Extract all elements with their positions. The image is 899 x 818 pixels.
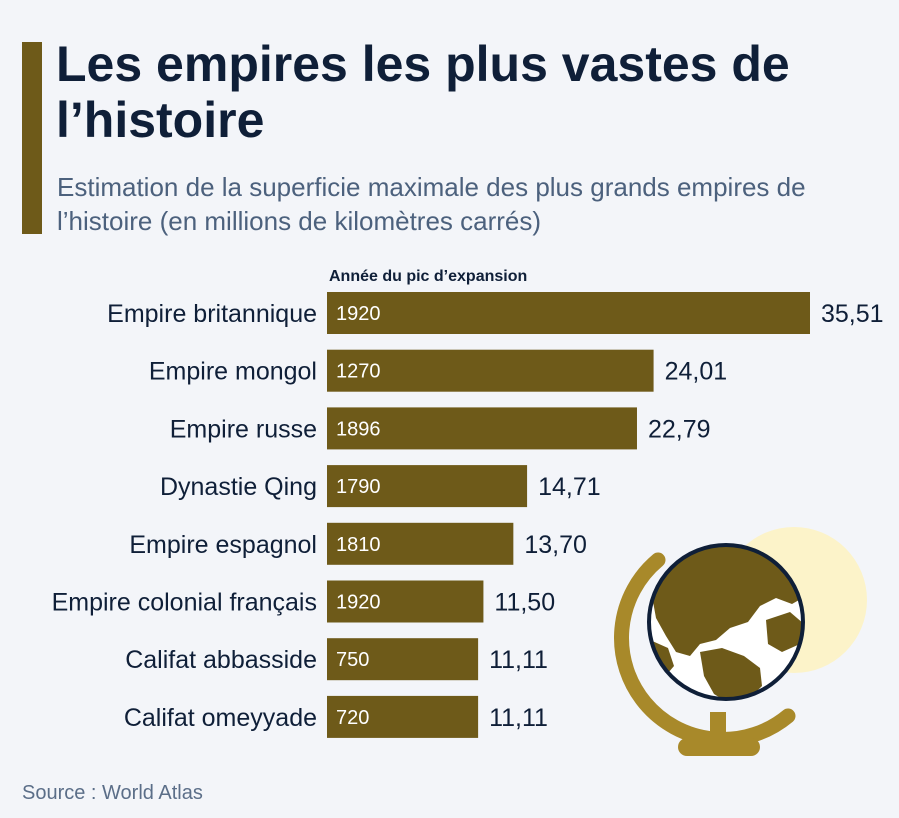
bar	[327, 349, 654, 392]
globe-meridian-ring	[614, 552, 796, 747]
chart-subtitle: Estimation de la superficie maximale des…	[57, 172, 806, 236]
bar-year-label: 1896	[336, 418, 381, 440]
value-label: 13,70	[524, 531, 587, 559]
value-label: 22,79	[648, 415, 711, 443]
bar-rows: Empire britannique 1920 35,51 Empire mongol…	[52, 292, 884, 738]
bar	[327, 580, 484, 623]
category-label: Empire britannique	[107, 300, 317, 328]
bar-year-label: 720	[336, 707, 369, 729]
category-label: Empire mongol	[149, 358, 317, 386]
bar	[327, 292, 810, 334]
globe-base	[678, 738, 760, 756]
bar-text-header: Année du pic d’expansion	[329, 268, 527, 285]
bar	[327, 465, 528, 508]
category-label: Califat omeyyade	[124, 704, 317, 732]
value-label: 11,11	[489, 704, 548, 732]
value-label: 11,11	[489, 646, 548, 674]
bar	[327, 522, 514, 565]
bar-year-label: 1790	[336, 476, 381, 498]
globe-outline	[647, 543, 805, 701]
bar-year-label: 1920	[336, 592, 381, 614]
globe-icon	[614, 527, 867, 756]
bar-year-label: 1920	[336, 303, 381, 325]
value-label: 35,51	[821, 300, 884, 328]
value-label: 11,50	[494, 589, 555, 617]
bar	[327, 695, 479, 738]
chart-title: Les empires les plus vastes de l’histoir…	[56, 36, 790, 148]
bar	[327, 407, 637, 450]
title-accent-bar	[22, 42, 42, 234]
category-label: Empire russe	[170, 415, 317, 443]
bar-year-label: 1270	[336, 361, 381, 383]
bar-year-label: 1810	[336, 534, 381, 556]
globe-stem	[710, 712, 726, 742]
category-label: Dynastie Qing	[160, 473, 317, 501]
value-label: 14,71	[538, 473, 601, 501]
category-label: Califat abbasside	[125, 646, 317, 674]
bar	[327, 638, 479, 681]
category-label: Empire colonial français	[52, 589, 317, 617]
category-label: Empire espagnol	[129, 531, 317, 559]
source-note: Source : World Atlas	[22, 782, 203, 804]
value-label: 24,01	[665, 358, 728, 386]
bar-year-label: 750	[336, 649, 369, 671]
